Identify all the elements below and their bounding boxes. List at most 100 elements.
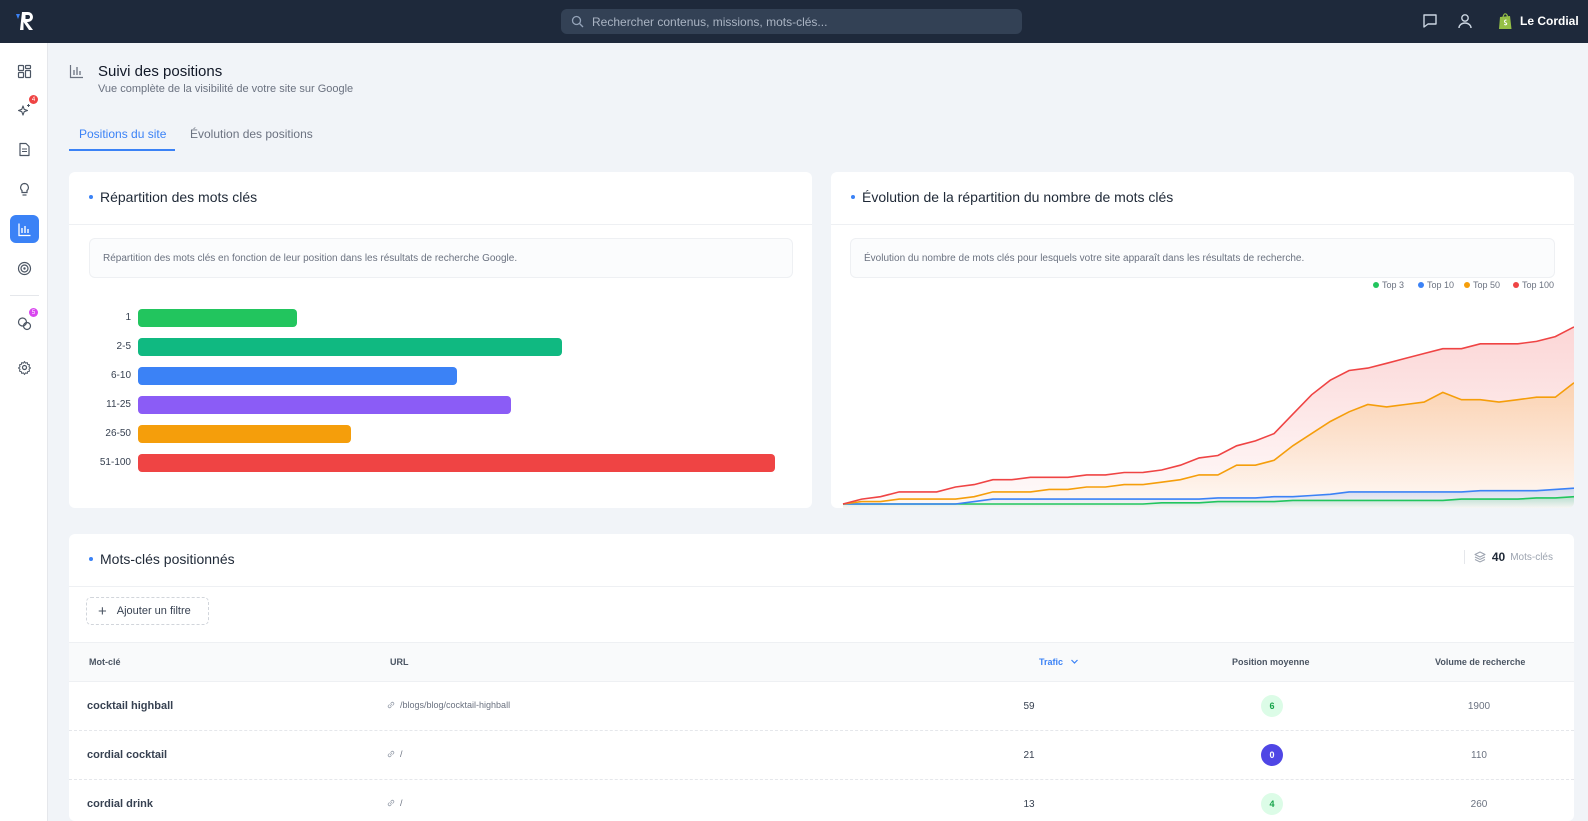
url-cell[interactable]: /blogs/blog/cocktail-highball [387, 700, 510, 710]
card-divider [831, 224, 1574, 225]
bar[interactable] [138, 367, 457, 385]
legend-item[interactable]: Top 3 [1373, 280, 1404, 290]
url-cell[interactable]: / [387, 798, 403, 808]
keyword-cell[interactable]: cordial drink [87, 798, 154, 810]
sidebar-item-positions[interactable] [10, 215, 39, 243]
coins-icon [17, 316, 32, 330]
layers-icon [1474, 551, 1486, 563]
document-icon [19, 142, 30, 156]
legend-label: Top 10 [1427, 280, 1455, 290]
target-icon [17, 261, 32, 275]
sidebar-item-content[interactable] [10, 135, 39, 163]
sidebar-item-missions[interactable]: 4 [10, 95, 39, 124]
distribution-description: Répartition des mots clés en fonction de… [89, 238, 793, 278]
url-text: / [400, 749, 403, 759]
chat-icon[interactable] [1421, 12, 1439, 30]
legend-label: Top 50 [1473, 280, 1501, 290]
bar-label: 51-100 [99, 457, 131, 468]
bar[interactable] [138, 338, 562, 356]
keyword-cell[interactable]: cocktail highball [87, 700, 174, 712]
series-area [843, 382, 1574, 508]
table-row[interactable]: cordial drink / 13 4 260 [69, 781, 1574, 821]
top-bar: Rechercher contenus, missions, mots-clés… [0, 0, 1588, 43]
sidebar-item-settings[interactable] [10, 353, 39, 381]
legend-dot [1418, 282, 1424, 288]
gear-icon [18, 360, 31, 375]
series-line[interactable] [843, 495, 1574, 505]
table-header: Mot-clé URL Trafic Position moyenne Volu… [69, 642, 1574, 682]
traffic-cell: 59 [1023, 701, 1035, 712]
tab-positions[interactable]: Positions du site [79, 127, 167, 141]
plus-icon: + [98, 602, 107, 620]
traffic-cell: 21 [1023, 750, 1035, 761]
add-filter-label: Ajouter un filtre [116, 605, 191, 617]
sparkles-icon [17, 103, 30, 116]
account-name[interactable]: Le Cordial [1520, 14, 1579, 28]
link-icon [387, 799, 395, 807]
user-icon[interactable] [1456, 12, 1474, 30]
evolution-card: Évolution de la répartition du nombre de… [831, 172, 1574, 508]
series-line[interactable] [842, 326, 1574, 505]
link-icon [387, 701, 395, 709]
series-line[interactable] [842, 382, 1574, 505]
column-avg-position[interactable]: Position moyenne [1232, 657, 1310, 667]
legend-item[interactable]: Top 50 [1464, 280, 1500, 290]
sidebar-item-ideas[interactable] [10, 175, 39, 203]
title-dot [89, 195, 93, 199]
bar-chart-icon [18, 223, 31, 236]
search-input[interactable]: Rechercher contenus, missions, mots-clés… [592, 15, 828, 29]
bar[interactable] [138, 454, 775, 472]
bar-label: 26-50 [105, 428, 131, 439]
bar[interactable] [138, 425, 352, 443]
sidebar-item-dashboard[interactable] [10, 57, 39, 85]
column-traffic[interactable]: Trafic [1039, 657, 1079, 667]
legend-dot [1464, 282, 1470, 288]
bar-label: 1 [125, 312, 131, 323]
keyword-cell[interactable]: cordial cocktail [87, 749, 168, 761]
add-filter-button[interactable]: + Ajouter un filtre [86, 597, 209, 625]
search-bar[interactable]: Rechercher contenus, missions, mots-clés… [561, 9, 1022, 34]
shopify-icon [1499, 13, 1512, 29]
url-cell[interactable]: / [387, 749, 403, 759]
evolution-chart [842, 326, 1574, 508]
logo-icon[interactable] [14, 10, 36, 32]
sidebar: 4 5 [0, 43, 48, 821]
evolution-description: Évolution du nombre de mots clés pour le… [850, 238, 1555, 278]
column-url[interactable]: URL [390, 657, 409, 667]
url-text: /blogs/blog/cocktail-highball [400, 700, 511, 710]
column-traffic-label: Trafic [1039, 657, 1064, 667]
evolution-title: Évolution de la répartition du nombre de… [862, 189, 1174, 205]
legend-item[interactable]: Top 10 [1418, 280, 1454, 290]
page-subtitle: Vue complète de la visibilité de votre s… [98, 83, 354, 95]
search-icon [571, 15, 584, 28]
series-line[interactable] [843, 487, 1574, 505]
notification-badge: 5 [29, 308, 38, 317]
table-row[interactable]: cocktail highball/blogs/blog/cocktail-hi… [69, 683, 1574, 731]
title-dot [89, 557, 93, 561]
bar[interactable] [138, 309, 298, 327]
tab-evolution[interactable]: Évolution des positions [190, 127, 313, 141]
keyword-count: 40 Mots-clés [1463, 550, 1553, 564]
card-divider [69, 224, 812, 225]
distribution-title: Répartition des mots clés [100, 189, 258, 205]
legend-dot [1513, 282, 1519, 288]
bar-label: 2-5 [116, 341, 131, 352]
legend-item[interactable]: Top 100 [1513, 280, 1554, 290]
bar[interactable] [138, 396, 511, 414]
keyword-count-unit: Mots-clés [1510, 551, 1553, 563]
bar-label: 6-10 [110, 370, 131, 381]
sidebar-item-goals[interactable] [10, 254, 39, 282]
column-search-volume[interactable]: Volume de recherche [1435, 657, 1526, 667]
url-text: / [400, 798, 403, 808]
volume-cell: 260 [1470, 799, 1488, 810]
column-keyword[interactable]: Mot-clé [89, 657, 121, 667]
legend-dot [1373, 282, 1379, 288]
position-badge: 6 [1261, 695, 1283, 717]
table-row[interactable]: cordial cocktail / 21 0 110 [69, 732, 1574, 780]
sidebar-divider [10, 295, 39, 296]
position-badge: 4 [1261, 793, 1283, 815]
keywords-card: Mots-clés positionnés 40 Mots-clés + Ajo… [69, 534, 1574, 821]
bar-chart-icon [69, 65, 83, 79]
distribution-card: Répartition des mots clés Répartition de… [69, 172, 812, 508]
sidebar-item-credits[interactable]: 5 [10, 308, 39, 337]
